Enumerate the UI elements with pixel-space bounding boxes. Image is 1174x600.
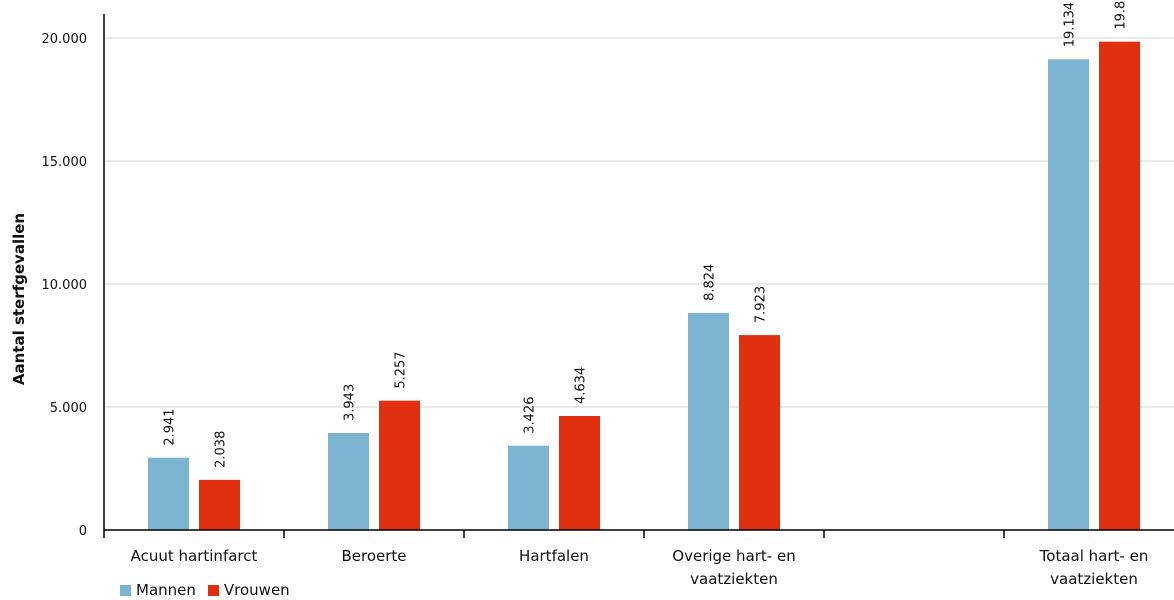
data-label: 3.943	[343, 384, 358, 421]
bar-vrouwen	[1099, 41, 1140, 530]
x-tick-label: Beroerte	[341, 547, 406, 565]
data-label: 2.038	[214, 431, 229, 468]
x-tick-label: Overige hart- en	[672, 547, 795, 565]
legend-swatch-mannen	[120, 584, 131, 596]
legend-item-mannen: Mannen	[120, 581, 196, 599]
bar-vrouwen	[379, 400, 420, 530]
legend-swatch-vrouwen	[207, 584, 219, 596]
data-label: 8.824	[703, 264, 718, 301]
data-label: 19.134	[1063, 2, 1078, 48]
y-tick-label: 20.000	[42, 32, 88, 47]
data-label: 5.257	[394, 351, 409, 388]
x-tick-label: Hartfalen	[519, 547, 589, 565]
bar-mannen	[148, 457, 189, 530]
legend-label-vrouwen: Vrouwen	[223, 581, 290, 599]
data-label: 4.634	[574, 367, 589, 404]
legend: Mannen Vrouwen	[120, 580, 302, 600]
bar-vrouwen	[559, 416, 600, 530]
data-label: 3.426	[523, 397, 538, 434]
gridlines	[104, 37, 1174, 408]
y-tick-label: 10.000	[42, 278, 88, 293]
bar-vrouwen	[199, 479, 240, 530]
data-label: 2.941	[163, 408, 178, 445]
y-axis-label: Aantal sterfgevallen	[10, 213, 28, 385]
bar-mannen	[1048, 59, 1089, 531]
bar-mannen	[508, 445, 549, 530]
y-tick-label: 15.000	[42, 155, 88, 170]
data-label: 19.852	[1114, 0, 1129, 30]
legend-label-mannen: Mannen	[136, 581, 196, 599]
y-tick-label: 0	[79, 524, 87, 539]
bar-vrouwen	[739, 335, 780, 530]
x-tick-label: Acuut hartinfarct	[131, 547, 258, 565]
x-tick-label: vaatziekten	[1050, 570, 1138, 588]
legend-item-vrouwen: Vrouwen	[207, 581, 290, 599]
x-tick-label: vaatziekten	[690, 570, 778, 588]
data-label: 7.923	[754, 286, 769, 323]
bar-mannen	[328, 433, 369, 530]
x-tick-label: Totaal hart- en	[1039, 547, 1149, 565]
bars	[148, 41, 1140, 531]
axes	[103, 14, 1174, 538]
y-tick-label: 5.000	[50, 401, 87, 416]
bar-mannen	[688, 312, 729, 530]
labels: 0 5.000 10.000 15.000 20.000 Aantal sterfgeva…	[10, 0, 1148, 588]
